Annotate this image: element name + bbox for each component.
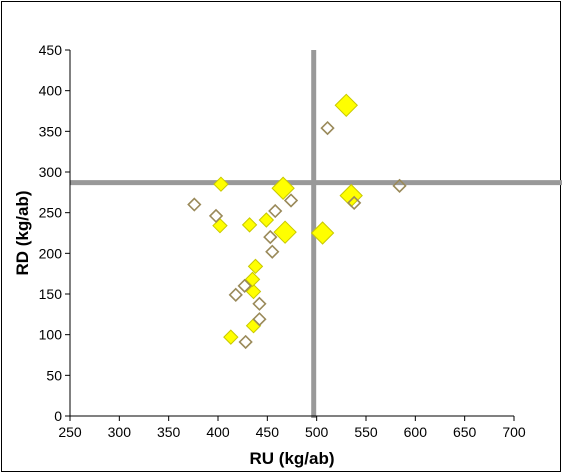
x-tick-label: 650 [453,424,477,440]
open-diamond-point [208,208,224,224]
x-tick-label: 450 [256,424,280,440]
axes [69,50,514,417]
x-tick-label: 300 [108,424,132,440]
x-tick-label: 500 [305,424,329,440]
x-tick-label: 550 [354,424,378,440]
x-tick-label: 250 [58,424,82,440]
filled-diamond-point [310,221,335,245]
y-tick-label: 450 [39,42,63,58]
open-diamond-point [392,178,407,193]
open-diamond-point [237,278,252,293]
filled-diamond-point [273,220,297,244]
open-diamond-point [252,296,267,311]
x-ticks: 250 300 350 400 450 500 550 600 650 700 [58,416,526,440]
open-diamond-point [228,287,243,302]
y-tick-label: 400 [39,83,63,99]
open-diamond-point [265,244,280,259]
open-diamond-point [187,197,202,212]
x-tick-label: 600 [404,424,428,440]
y-tick-label: 100 [39,327,63,343]
x-tick-label: 700 [502,424,526,440]
open-diamond-point [263,229,278,245]
open-diamond-point [320,120,335,136]
open-diamond-point [283,193,299,208]
filled-diamond-point [244,271,261,288]
filled-diamond-point [212,217,228,234]
y-tick-label: 250 [39,205,63,221]
filled-diamond-point [245,318,262,334]
x-tick-label: 350 [157,424,181,440]
filled-diamond-point [223,329,239,345]
x-tick-label: 400 [206,424,230,440]
y-ticks: 0 50 100 150 200 250 300 350 400 450 [39,42,70,424]
y-tick-label: 300 [39,164,63,180]
data-points [187,93,407,350]
filled-diamond-point [271,176,295,200]
y-tick-label: 0 [54,408,62,424]
filled-diamond-point [213,176,229,192]
y-tick-label: 150 [39,286,63,302]
y-tick-label: 200 [39,245,63,261]
filled-diamond-point [247,258,264,275]
open-diamond-point [347,195,362,211]
y-axis-title: RD (kg/ab) [13,191,32,276]
filled-diamond-point [245,283,262,300]
filled-diamond-point [241,217,258,233]
open-diamond-point [268,203,283,219]
y-tick-label: 50 [46,367,62,383]
filled-diamond-point [334,93,358,118]
open-diamond-point [238,334,253,350]
open-diamond-point [252,312,267,327]
y-tick-label: 350 [39,123,63,139]
filled-diamond-point [258,212,275,228]
x-axis-title: RU (kg/ab) [250,449,335,468]
